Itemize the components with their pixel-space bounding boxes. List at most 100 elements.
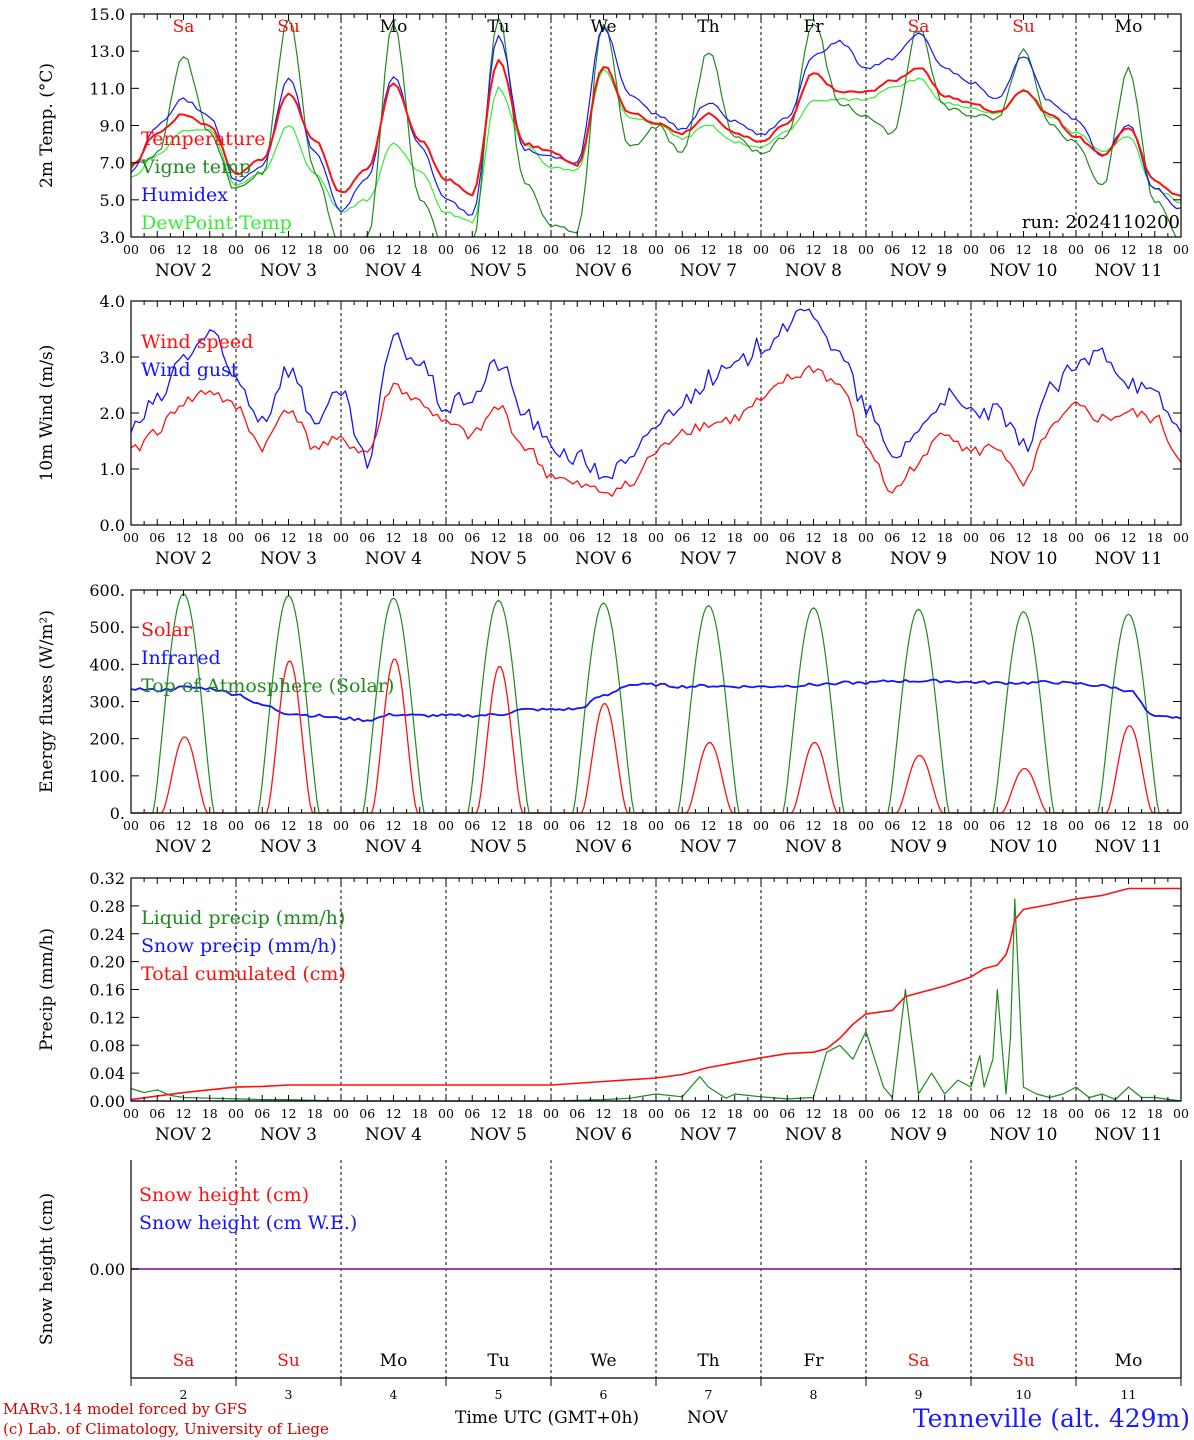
legend-entry: Total cumulated (cm) — [141, 963, 346, 985]
x-tick-label: 18 — [412, 242, 428, 257]
x-tick-label: 06 — [884, 242, 900, 257]
x-tick-label: 18 — [1147, 1106, 1163, 1121]
x-tick-label: 06 — [254, 242, 270, 257]
date-label: NOV 5 — [470, 837, 527, 857]
x-tick-label: 00 — [858, 530, 874, 545]
x-tick-label: 18 — [202, 530, 218, 545]
legend-entry: Temperature — [141, 128, 265, 150]
day-label: Su — [1012, 1351, 1035, 1371]
x-tick-label: 06 — [149, 242, 165, 257]
date-label: NOV 3 — [260, 1125, 317, 1145]
x-tick-label: 12 — [386, 530, 402, 545]
x-tick-label: 12 — [281, 1106, 297, 1121]
x-axis-month: NOV — [687, 1408, 729, 1428]
x-tick-label: 18 — [1147, 242, 1163, 257]
x-tick-label: 12 — [386, 1106, 402, 1121]
x-tick-label: 06 — [989, 1106, 1005, 1121]
x-tick-label: 18 — [412, 818, 428, 833]
x-tick-label: 12 — [596, 1106, 612, 1121]
x-tick-label: 06 — [359, 242, 375, 257]
date-label: NOV 5 — [470, 549, 527, 569]
x-tick-label: 00 — [858, 242, 874, 257]
x-tick-label: 18 — [937, 242, 953, 257]
date-label: NOV 9 — [890, 261, 947, 281]
x-tick-label: 18 — [937, 1106, 953, 1121]
y-tick-label: 0.04 — [89, 1064, 125, 1083]
legend-entry: Top of Atmosphere (Solar) — [141, 675, 394, 697]
date-label: NOV 3 — [260, 549, 317, 569]
wind-series-group — [130, 308, 1182, 497]
x-tick-label: 12 — [491, 242, 507, 257]
x-tick-label: 18 — [202, 818, 218, 833]
y-axis-title: Energy fluxes (W/m²) — [37, 610, 57, 793]
x-tick-label: 00 — [1068, 818, 1084, 833]
date-label: NOV 6 — [575, 1125, 632, 1145]
legend-entry: Wind speed — [141, 331, 253, 353]
legend-entry: Vigne temp — [140, 156, 251, 178]
x-tick-label: 06 — [149, 1106, 165, 1121]
x-tick-label: 12 — [911, 818, 927, 833]
x-tick-label: 18 — [622, 530, 638, 545]
legend-entry: Snow precip (mm/h) — [141, 935, 337, 957]
x-tick-label: 00 — [228, 530, 244, 545]
y-tick-label: 300. — [89, 693, 125, 712]
x-tick-label: 06 — [569, 530, 585, 545]
x-tick-label: 00 — [858, 1106, 874, 1121]
x-tick-label: 18 — [1147, 530, 1163, 545]
day-label: Tu — [487, 1351, 509, 1371]
x-tick-label: 00 — [753, 530, 769, 545]
y-tick-label: 200. — [89, 730, 125, 749]
x-tick-label: 18 — [1147, 818, 1163, 833]
x-tick-label: 00 — [1173, 242, 1189, 257]
day-label: Sa — [173, 17, 195, 37]
legend-entry: Solar — [141, 619, 193, 641]
x-tick-label: 18 — [307, 818, 323, 833]
legend-entry: Infrared — [141, 647, 221, 669]
x-tick-label: 00 — [228, 818, 244, 833]
day-label: Mo — [380, 1351, 408, 1371]
x-tick-label: 18 — [727, 818, 743, 833]
x-tick-label: 18 — [937, 530, 953, 545]
date-label: NOV 7 — [680, 837, 737, 857]
x-tick-label: 00 — [438, 818, 454, 833]
x-tick-label: 18 — [1042, 1106, 1058, 1121]
x-tick-label: 18 — [727, 530, 743, 545]
x-tick-label: 06 — [1094, 530, 1110, 545]
x-tick-label: 18 — [832, 242, 848, 257]
date-label: NOV 4 — [365, 549, 422, 569]
x-tick-label: 12 — [911, 530, 927, 545]
x-tick-label: 18 — [412, 1106, 428, 1121]
x-tick-label: 18 — [622, 242, 638, 257]
date-label: NOV 11 — [1095, 549, 1163, 569]
y-tick-label: 0.08 — [89, 1036, 125, 1055]
date-label: NOV 7 — [680, 549, 737, 569]
date-label: NOV 4 — [365, 837, 422, 857]
x-tick-label: 12 — [701, 530, 717, 545]
x-tick-label: 06 — [674, 530, 690, 545]
day-label: Th — [697, 17, 719, 37]
x-tick-label: 00 — [648, 242, 664, 257]
day-number-label: 2 — [180, 1387, 188, 1402]
x-tick-label: 00 — [438, 530, 454, 545]
x-tick-label: 00 — [228, 242, 244, 257]
y-tick-label: 7.0 — [100, 154, 125, 173]
x-tick-label: 12 — [1016, 242, 1032, 257]
y-tick-label: 0.00 — [89, 1092, 125, 1111]
x-tick-label: 18 — [1042, 242, 1058, 257]
x-tick-label: 12 — [491, 530, 507, 545]
x-tick-label: 06 — [254, 530, 270, 545]
y-tick-label: 500. — [89, 618, 125, 637]
x-tick-label: 06 — [884, 530, 900, 545]
x-tick-label: 18 — [1042, 818, 1058, 833]
date-label: NOV 9 — [890, 1125, 947, 1145]
footer-credit-model: MARv3.14 model forced by GFS — [3, 1400, 247, 1418]
day-label: Mo — [380, 17, 408, 37]
y-tick-label: 5.0 — [100, 191, 125, 210]
day-label: Mo — [1115, 1351, 1143, 1371]
date-label: NOV 11 — [1095, 261, 1163, 281]
date-label: NOV 11 — [1095, 1125, 1163, 1145]
x-tick-label: 18 — [307, 242, 323, 257]
day-label: We — [590, 1351, 616, 1371]
y-tick-label: 11.0 — [89, 79, 125, 98]
x-tick-label: 18 — [727, 242, 743, 257]
